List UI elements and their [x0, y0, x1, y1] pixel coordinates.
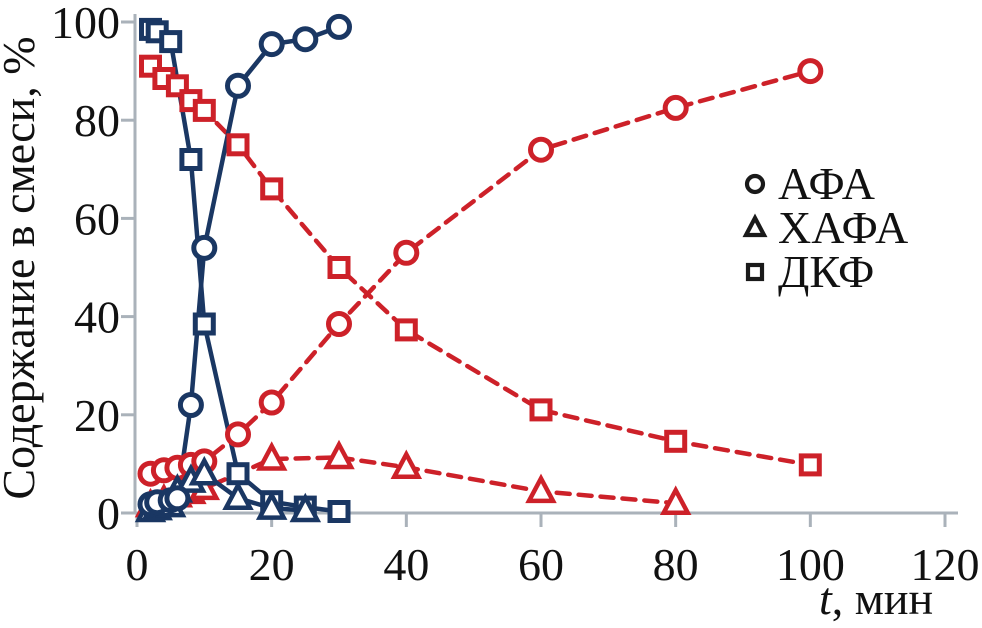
series-markers-dkf-dashed: [139, 54, 822, 477]
triangle-marker-icon: [222, 480, 254, 511]
legend-label-hafa: ХАФА: [778, 202, 909, 253]
square-marker-icon: [664, 429, 688, 453]
circle-marker-icon: [258, 389, 285, 416]
chart-legend: АФА ХАФА ДКФ: [740, 158, 909, 297]
legend-item-hafa: ХАФА: [740, 202, 909, 253]
legend-item-afa: АФА: [740, 158, 908, 209]
circle-marker-icon: [292, 26, 319, 53]
circle-marker-icon: [740, 169, 770, 199]
legend-label-dkf: ДКФ: [778, 246, 875, 297]
triangle-marker-icon: [188, 455, 221, 486]
square-marker-icon: [327, 500, 351, 523]
x-tick-label: 120: [911, 539, 980, 590]
y-tick-label: 60: [74, 193, 120, 244]
square-marker-icon: [179, 148, 203, 171]
x-axis-title: t, мин: [819, 573, 933, 624]
y-tick-label: 0: [97, 488, 120, 539]
circle-marker-icon: [326, 311, 352, 337]
triangle-marker-icon: [525, 473, 557, 504]
triangle-marker-icon: [323, 439, 355, 470]
circle-marker-icon: [225, 72, 251, 99]
circle-marker-icon: [191, 234, 218, 261]
x-tick-label: 20: [249, 539, 295, 590]
square-marker-icon: [529, 398, 553, 422]
square-marker-icon: [260, 177, 284, 201]
circle-marker-icon: [326, 13, 352, 40]
triangle-marker-icon: [289, 492, 322, 523]
triangle-marker-icon: [740, 213, 770, 243]
y-tick-label: 100: [51, 0, 120, 48]
square-marker-icon: [226, 133, 250, 157]
triangle-marker-icon: [255, 441, 288, 471]
circle-marker-icon: [258, 31, 285, 58]
x-tick-label: 0: [126, 539, 149, 590]
legend-item-dkf: ДКФ: [740, 246, 908, 297]
x-tick-label: 60: [518, 539, 564, 590]
square-marker-icon: [192, 312, 216, 336]
circle-marker-icon: [797, 58, 824, 85]
x-tick-label: 100: [776, 539, 845, 590]
circle-marker-icon: [164, 485, 191, 512]
series-line-dkf-dashed: [148, 63, 813, 468]
circle-marker-icon: [225, 421, 251, 448]
square-marker-icon: [327, 256, 351, 279]
triangle-marker-icon: [255, 490, 288, 520]
circle-marker-icon: [177, 392, 204, 418]
square-marker-icon: [740, 257, 770, 287]
y-tick-label: 20: [74, 390, 120, 441]
y-tick-label: 40: [74, 292, 120, 343]
circle-marker-icon: [662, 94, 689, 121]
y-tick-label: 80: [74, 95, 120, 146]
circle-marker-icon: [393, 239, 420, 266]
y-axis-title: Содержание в смеси, %: [0, 36, 44, 499]
square-marker-icon: [159, 30, 183, 54]
x-tick-label: 40: [383, 539, 429, 590]
square-marker-icon: [226, 462, 250, 486]
circle-marker-icon: [528, 136, 554, 163]
square-marker-icon: [394, 318, 418, 342]
square-marker-icon: [798, 453, 822, 477]
square-marker-icon: [192, 98, 216, 122]
series-line-afa-dashed: [148, 68, 813, 476]
series-markers-afa-solid: [137, 13, 352, 518]
triangle-marker-icon: [659, 485, 692, 515]
x-tick-label: 80: [653, 539, 699, 590]
series-markers-afa-dashed: [137, 58, 824, 487]
triangle-marker-icon: [390, 449, 423, 480]
legend-label-afa: АФА: [778, 158, 875, 209]
